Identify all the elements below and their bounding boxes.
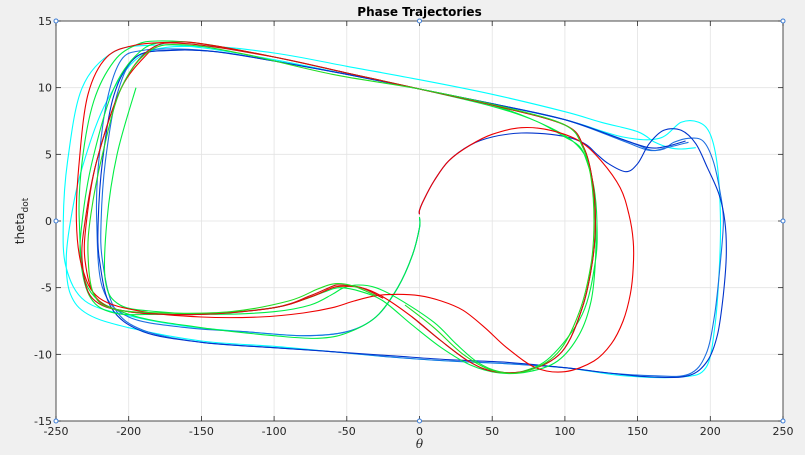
x-tick-label: 250 xyxy=(773,425,794,438)
series-layer xyxy=(62,40,727,379)
y-tick-label: 0 xyxy=(45,215,52,228)
axis-markers xyxy=(53,18,786,424)
axis-marker-point[interactable] xyxy=(53,18,59,24)
axis-marker-point[interactable] xyxy=(53,218,59,224)
x-tick-label: -200 xyxy=(116,425,141,438)
x-tick-labels: -250 -200 -150 -100 -50 0 50 100 150 200 250 xyxy=(44,425,794,438)
trajectory-line-1 xyxy=(62,44,722,379)
axis-marker-point[interactable] xyxy=(780,18,786,24)
chart-title: Phase Trajectories xyxy=(357,5,481,19)
x-tick-label: 50 xyxy=(485,425,499,438)
y-axis-label-main: theta xyxy=(13,212,27,244)
y-tick-label: -5 xyxy=(41,282,52,295)
tick-marks xyxy=(55,20,784,422)
x-tick-label: 0 xyxy=(416,425,423,438)
axis-marker-point[interactable] xyxy=(780,418,786,424)
y-tick-label: -15 xyxy=(34,415,52,428)
trajectory-line-3 xyxy=(97,49,727,379)
x-tick-label: -250 xyxy=(44,425,69,438)
axis-marker-point[interactable] xyxy=(417,18,422,24)
y-axis-label-subscript: dot xyxy=(21,197,31,212)
axis-marker-point[interactable] xyxy=(417,418,422,424)
x-tick-label: 100 xyxy=(554,425,575,438)
y-tick-label: -10 xyxy=(34,348,52,361)
x-tick-label: -150 xyxy=(189,425,214,438)
y-tick-label: 5 xyxy=(45,148,52,161)
trajectory-line-7 xyxy=(87,43,595,374)
y-tick-labels: -15 -10 -5 0 5 10 15 xyxy=(34,15,52,428)
y-tick-label: 10 xyxy=(38,82,52,95)
x-tick-label: 200 xyxy=(700,425,721,438)
axis-marker-point[interactable] xyxy=(780,218,786,224)
x-tick-label: -100 xyxy=(262,425,287,438)
y-axis-label: thetadot xyxy=(13,197,31,244)
x-axis-label: θ xyxy=(416,437,424,451)
x-tick-label: 150 xyxy=(627,425,648,438)
y-tick-label: 15 xyxy=(38,15,52,28)
x-tick-label: -50 xyxy=(338,425,356,438)
trajectory-line-6 xyxy=(81,42,596,374)
axis-marker-point[interactable] xyxy=(53,418,59,424)
